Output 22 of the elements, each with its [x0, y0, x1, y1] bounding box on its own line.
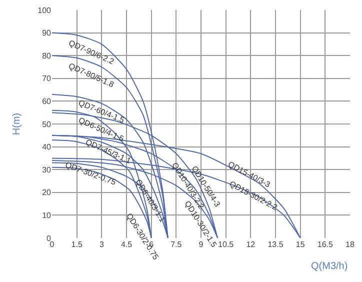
y-tick-label: 100 [38, 6, 52, 15]
y-tick-label: 50 [42, 120, 52, 129]
x-tick-label: 1.5 [71, 240, 83, 249]
y-tick-label: 70 [42, 74, 52, 84]
x-tick-label: 10.5 [218, 240, 234, 249]
x-tick-label: 18 [346, 240, 355, 249]
y-axis-title: H(m) [12, 112, 23, 136]
x-tick-label: 3 [99, 240, 104, 249]
x-tick-label: 15 [296, 240, 306, 249]
x-tick-label: 7.5 [170, 240, 182, 249]
x-axis-title: Q(M3/h) [311, 261, 348, 272]
y-tick-label: 20 [42, 188, 52, 198]
y-tick-label: 30 [42, 165, 52, 174]
y-tick-label: 80 [42, 51, 52, 60]
y-tick-label: 0 [46, 234, 52, 243]
x-tick-label: 13.5 [268, 240, 284, 249]
y-tick-label: 60 [42, 97, 52, 106]
x-tick-label: 12 [246, 240, 256, 249]
y-tick-label: 40 [42, 142, 52, 152]
y-tick-label: 10 [42, 211, 52, 220]
x-tick-label: 16.5 [317, 240, 334, 249]
y-tick-label: 90 [42, 28, 52, 38]
